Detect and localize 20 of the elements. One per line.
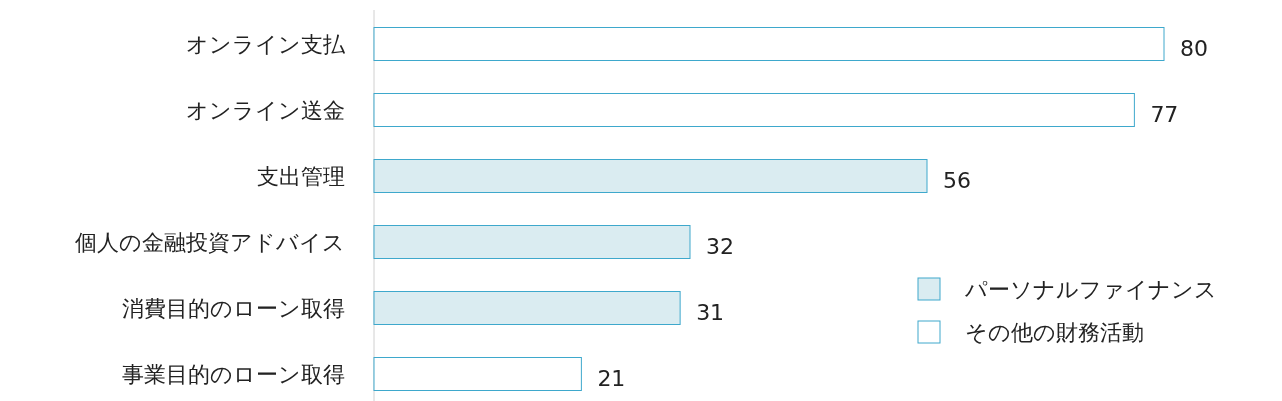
data-label: 32 (706, 234, 734, 259)
bar (373, 27, 1165, 61)
y-tick-label: オンライン支払 (186, 31, 346, 57)
data-label: 77 (1150, 102, 1179, 127)
legend-label: その他の財務活動 (965, 319, 1144, 345)
bar (373, 225, 691, 259)
bar (373, 291, 681, 325)
data-label: 56 (943, 168, 971, 193)
bar (373, 93, 1135, 127)
data-label: 31 (696, 300, 725, 325)
y-tick-label: 個人の金融投資アドバイス (75, 229, 345, 255)
legend-label: パーソナルファイナンス (964, 276, 1217, 302)
y-tick-label: 支出管理 (257, 163, 345, 189)
bar (373, 159, 928, 193)
data-label: 21 (597, 366, 626, 391)
y-tick-label: 事業目的のローン取得 (122, 361, 345, 387)
y-tick-label: オンライン送金 (186, 97, 345, 123)
y-tick-label: 消費目的のローン取得 (122, 295, 345, 321)
bar (373, 357, 582, 391)
data-label: 80 (1180, 36, 1208, 61)
